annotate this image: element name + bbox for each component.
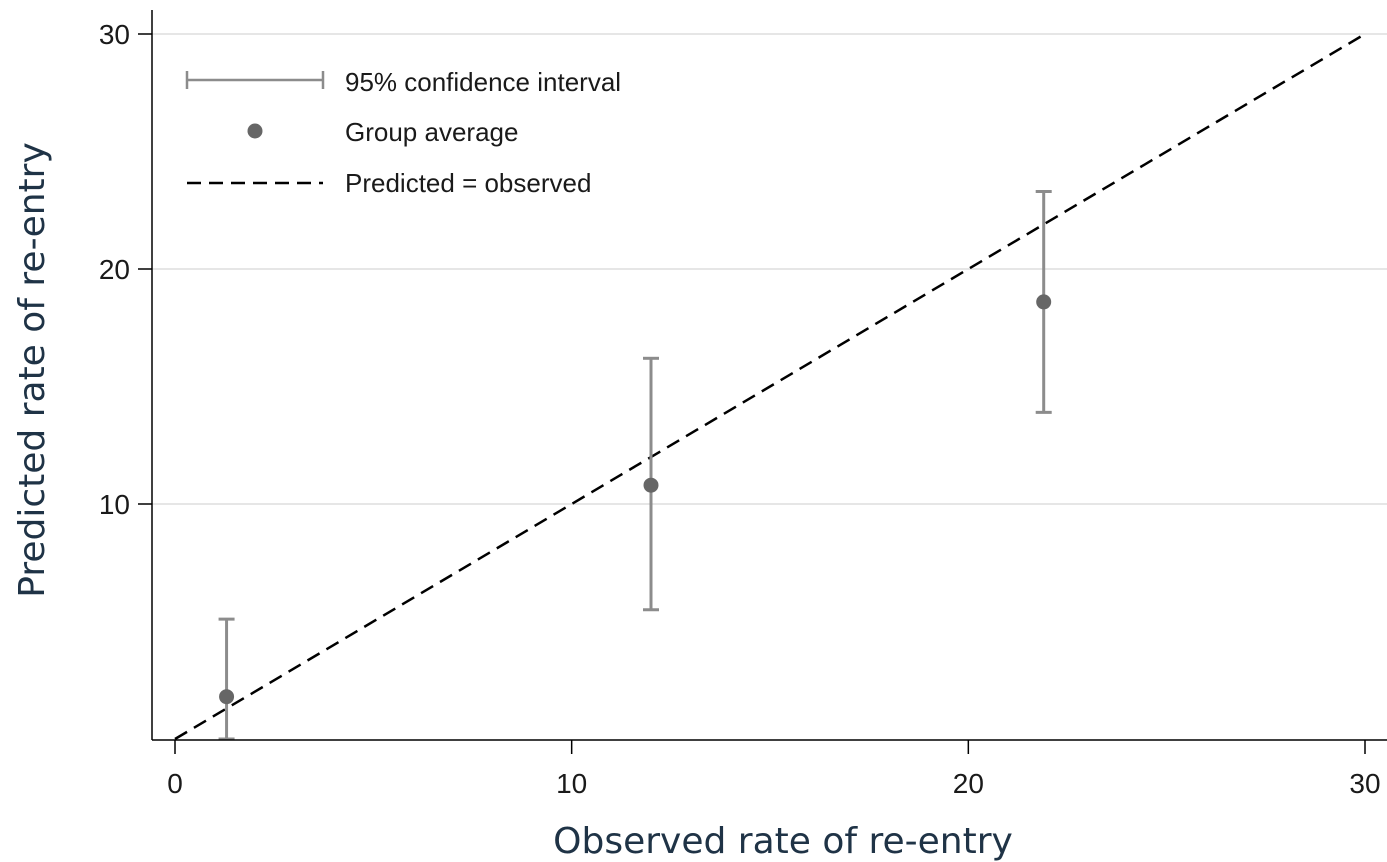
x-tick-label: 30 [1349, 768, 1380, 799]
point-group [219, 294, 1052, 705]
reference-line-group [174, 32, 1366, 741]
legend-ref-label: Predicted = observed [345, 168, 591, 198]
x-tick-label: 20 [953, 768, 984, 799]
legend: 95% confidence interval Group average Pr… [185, 67, 621, 198]
legend-group-label: Group average [345, 117, 518, 147]
errorbar [218, 617, 235, 741]
reference-line [174, 32, 1366, 741]
data-point [219, 689, 235, 705]
x-axis-ticks: 0 10 20 30 [167, 740, 1381, 799]
data-point [1036, 294, 1052, 310]
gridlines [152, 33, 1387, 505]
y-axis-ticks: 10 20 30 [99, 19, 152, 520]
y-tick-label: 20 [99, 254, 130, 285]
legend-ci-label: 95% confidence interval [345, 67, 621, 97]
data-point [643, 477, 659, 493]
x-tick-label: 0 [167, 768, 183, 799]
y-tick-label: 30 [99, 19, 130, 50]
plot-area [152, 10, 1387, 740]
y-axis-title: Predicted rate of re-entry [12, 142, 53, 597]
x-tick-label: 10 [556, 768, 587, 799]
legend-dot-symbol [247, 123, 263, 139]
y-tick-label: 10 [99, 489, 130, 520]
x-axis-title: Observed rate of re-entry [553, 821, 1013, 862]
errorbar-group [218, 189, 1052, 741]
legend-ci-symbol [185, 71, 325, 89]
